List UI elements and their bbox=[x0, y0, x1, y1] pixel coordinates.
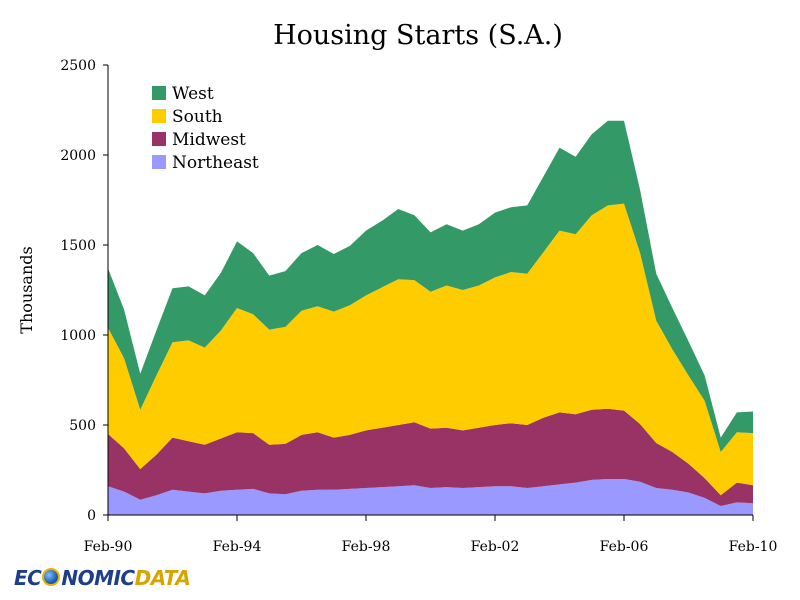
legend-label: Northeast bbox=[172, 153, 259, 173]
area-midwest bbox=[108, 408, 753, 506]
area-northeast bbox=[108, 479, 753, 515]
legend-swatch bbox=[152, 86, 166, 100]
legend-label: Midwest bbox=[172, 130, 246, 150]
economicdata-logo: EC NOMICDATA bbox=[14, 566, 191, 590]
y-tick-label: 1000 bbox=[60, 328, 96, 344]
legend-swatch bbox=[152, 155, 166, 169]
legend-label: West bbox=[172, 84, 214, 104]
stacked-areas bbox=[108, 120, 753, 515]
legend: West South Midwest Northeast bbox=[152, 84, 259, 173]
y-tick-label: 2000 bbox=[60, 148, 96, 164]
x-tick-label: Feb-10 bbox=[729, 539, 778, 555]
axes: 0 500 1000 1500 2000 2500 Feb-90 Feb-94 Feb-98 Fe… bbox=[60, 58, 777, 555]
x-tick-label: Feb-02 bbox=[471, 539, 520, 555]
x-tick-label: Feb-06 bbox=[600, 539, 649, 555]
legend-swatch bbox=[152, 109, 166, 123]
globe-icon bbox=[42, 568, 61, 586]
y-tick-label: 1500 bbox=[60, 238, 96, 254]
y-tick-label: 500 bbox=[69, 418, 96, 434]
y-tick-label: 2500 bbox=[60, 58, 96, 74]
area-west bbox=[108, 120, 753, 453]
x-tick-label: Feb-90 bbox=[84, 539, 133, 555]
area-south bbox=[108, 203, 753, 496]
legend-label: South bbox=[172, 107, 223, 127]
y-axis-label: Thousands bbox=[17, 246, 36, 333]
x-tick-label: Feb-98 bbox=[342, 539, 391, 555]
y-tick-label: 0 bbox=[87, 508, 96, 524]
legend-swatch bbox=[152, 132, 166, 146]
x-tick-label: Feb-94 bbox=[213, 539, 262, 555]
chart-title: Housing Starts (S.A.) bbox=[273, 20, 563, 51]
